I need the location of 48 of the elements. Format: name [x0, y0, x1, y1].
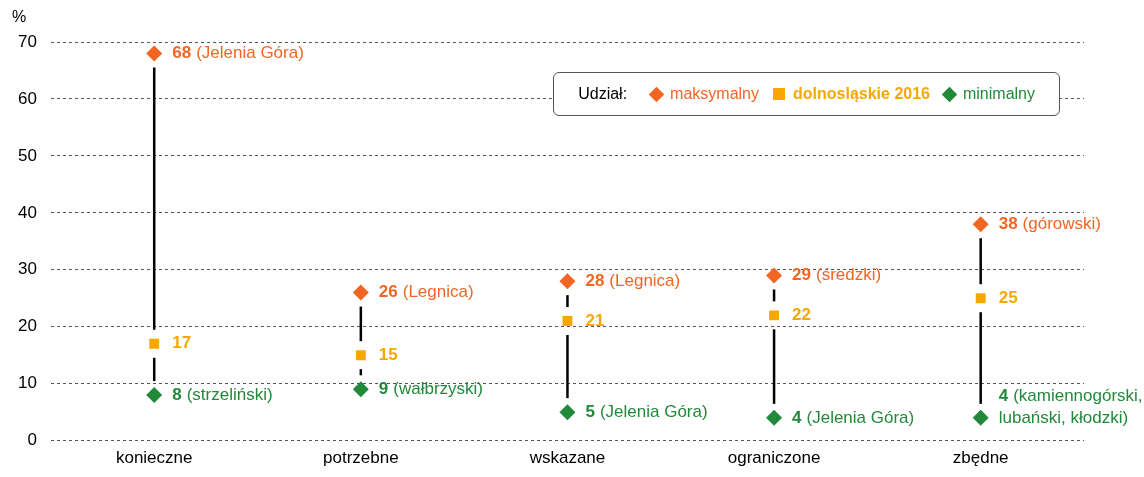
- point: [766, 409, 783, 426]
- data-label: 4 (kamiennogórski, lubański, kłodzki): [998, 385, 1143, 427]
- point: [355, 350, 366, 361]
- data-label: 4 (Jelenia Góra): [792, 407, 915, 427]
- data-label: 68 (Jelenia Góra): [172, 43, 304, 63]
- point: [562, 316, 573, 326]
- x-tick-label: zbędne: [952, 448, 1009, 468]
- data-label: 22: [792, 305, 811, 325]
- x-tick-label: wskazane: [528, 448, 606, 468]
- y-tick-label: 20: [17, 316, 37, 336]
- data-label: 38 (górowski): [998, 213, 1102, 233]
- data-label: 29 (średzki): [792, 265, 882, 285]
- point: [559, 273, 576, 290]
- data-label: 15: [378, 344, 398, 364]
- data-label: 21: [585, 310, 605, 330]
- point: [972, 409, 989, 426]
- x-tick-label: potrzebne: [323, 448, 399, 468]
- data-label: 5 (Jelenia Góra): [585, 401, 708, 421]
- x-tick-label: konieczne: [115, 448, 193, 468]
- y-tick-label: 70: [17, 31, 37, 51]
- y-axis-title: %: [12, 8, 27, 26]
- point: [972, 216, 989, 233]
- legend-label: minimalny: [962, 85, 1035, 103]
- data-label: 26 (Legnica): [378, 282, 474, 302]
- point: [766, 267, 783, 284]
- point: [352, 381, 369, 398]
- point: [769, 310, 780, 321]
- y-tick-label: 60: [17, 88, 37, 108]
- point: [149, 338, 160, 349]
- data-label: 17: [172, 333, 192, 353]
- point: [146, 387, 163, 404]
- legend-label: dolnosląskie 2016: [793, 85, 930, 103]
- point: [352, 284, 369, 301]
- point: [146, 45, 163, 62]
- data-label: 8 (strzeliński): [172, 384, 273, 404]
- data-label: 28 (Legnica): [585, 270, 681, 290]
- y-tick-label: 10: [17, 373, 37, 393]
- y-tick-label: 50: [17, 145, 37, 165]
- y-tick-label: 40: [17, 202, 37, 222]
- data-label: 9 (wałbrzyski): [378, 379, 484, 399]
- y-tick-label: 0: [27, 430, 37, 450]
- point: [559, 404, 576, 421]
- x-tick-label: ograniczone: [727, 448, 821, 468]
- data-label: 25: [998, 287, 1018, 307]
- y-tick-label: 30: [17, 259, 37, 279]
- point: [975, 293, 986, 304]
- legend-label: maksymalny: [670, 85, 760, 103]
- legend-title: Udział:: [578, 85, 628, 103]
